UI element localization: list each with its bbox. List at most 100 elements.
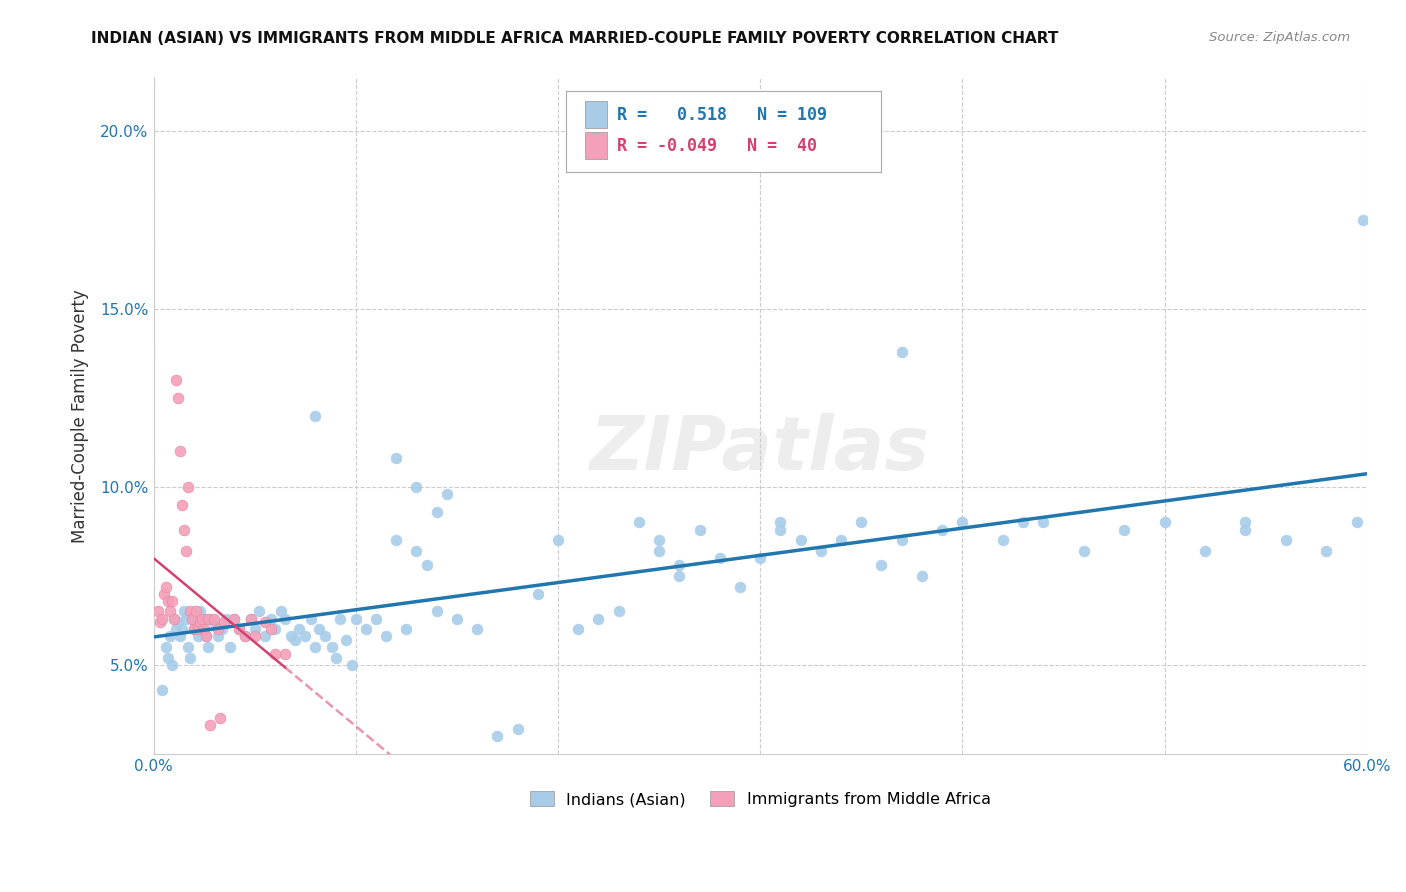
Text: Source: ZipAtlas.com: Source: ZipAtlas.com [1209, 31, 1350, 45]
Point [308, 622, 330, 636]
Point [188, 615, 211, 629]
Point [150, 611, 173, 625]
Point [567, 622, 589, 636]
Point [689, 523, 711, 537]
Point [191, 622, 214, 636]
Point [870, 558, 893, 573]
Point [215, 611, 238, 625]
Point [163, 611, 186, 625]
Point [627, 516, 650, 530]
Point [188, 604, 211, 618]
Text: ZIPatlas: ZIPatlas [591, 413, 931, 486]
Bar [585, 131, 607, 159]
Point [709, 551, 731, 566]
Point [243, 622, 266, 636]
Point [648, 544, 671, 558]
Point [233, 629, 256, 643]
Point [202, 611, 225, 625]
Point [173, 604, 195, 618]
Point [340, 657, 363, 672]
Point [155, 640, 177, 654]
Point [284, 632, 307, 647]
Point [830, 533, 852, 548]
Point [1194, 544, 1216, 558]
Point [200, 718, 222, 732]
Point [728, 580, 751, 594]
Bar [585, 101, 607, 128]
Legend: Indians (Asian), Immigrants from Middle Africa: Indians (Asian), Immigrants from Middle … [523, 785, 997, 814]
Point [156, 594, 179, 608]
Point [166, 391, 188, 405]
Point [426, 604, 449, 618]
Point [169, 629, 191, 643]
Point [207, 622, 229, 636]
Point [1315, 544, 1337, 558]
Point [181, 611, 204, 625]
Point [335, 632, 357, 647]
Point [299, 611, 322, 625]
Point [166, 615, 188, 629]
Point [187, 622, 209, 636]
Point [1351, 212, 1374, 227]
Point [184, 615, 207, 629]
Point [810, 544, 832, 558]
Point [224, 611, 246, 625]
Point [174, 611, 197, 625]
Point [149, 615, 172, 629]
Point [274, 611, 297, 625]
Point [200, 611, 222, 625]
Point [193, 611, 215, 625]
Point [214, 615, 236, 629]
Point [436, 487, 458, 501]
Point [160, 594, 183, 608]
Point [159, 629, 181, 643]
Point [195, 629, 218, 643]
Point [181, 611, 204, 625]
Point [769, 516, 792, 530]
Point [173, 523, 195, 537]
Point [385, 451, 408, 466]
Point [405, 480, 427, 494]
Point [174, 544, 197, 558]
Point [911, 569, 934, 583]
Point [209, 711, 232, 725]
Point [1234, 516, 1257, 530]
Point [228, 622, 250, 636]
Point [155, 580, 177, 594]
Point [193, 622, 215, 636]
Point [486, 729, 509, 743]
Point [183, 622, 205, 636]
Point [169, 444, 191, 458]
Point [749, 551, 772, 566]
Point [243, 629, 266, 643]
Point [288, 622, 311, 636]
Point [329, 611, 352, 625]
Point [890, 533, 912, 548]
Point [264, 647, 287, 661]
Point [253, 629, 276, 643]
Point [426, 505, 449, 519]
Point [228, 622, 250, 636]
Point [197, 611, 219, 625]
Text: R =   0.518   N = 109: R = 0.518 N = 109 [617, 106, 827, 124]
Point [304, 409, 326, 423]
Point [1275, 533, 1298, 548]
Point [211, 622, 233, 636]
Point [588, 611, 610, 625]
Point [506, 722, 529, 736]
Point [191, 611, 214, 625]
Point [344, 611, 367, 625]
Point [1114, 523, 1136, 537]
Point [304, 640, 326, 654]
Point [177, 640, 200, 654]
FancyBboxPatch shape [567, 91, 882, 172]
Point [197, 640, 219, 654]
Point [294, 629, 316, 643]
Point [991, 533, 1014, 548]
Point [465, 622, 488, 636]
Point [179, 650, 201, 665]
Point [159, 604, 181, 618]
Point [1012, 516, 1035, 530]
Point [1234, 523, 1257, 537]
Point [187, 629, 209, 643]
